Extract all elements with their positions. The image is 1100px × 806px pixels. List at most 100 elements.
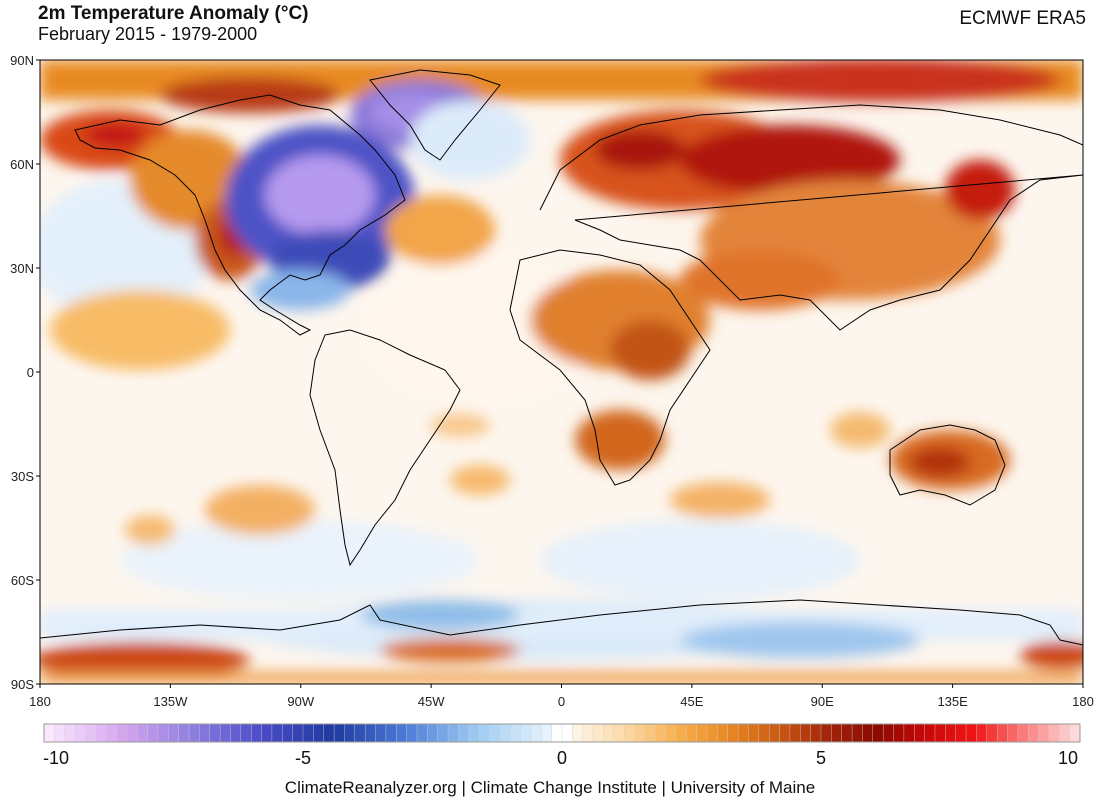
colorbar-swatch: [686, 723, 698, 743]
latitude-labels: 90N 60N 30N 0 30S 60S 90S: [10, 53, 34, 692]
colorbar-swatch: [199, 723, 211, 743]
colorbar-swatch: [810, 723, 822, 743]
colorbar-swatch: [882, 723, 895, 743]
colorbar-swatch: [696, 723, 708, 743]
colorbar-swatch: [447, 723, 459, 743]
colorbar-swatch: [313, 723, 325, 743]
colorbar-swatch: [945, 723, 957, 743]
colorbar-swatch: [250, 723, 263, 743]
colorbar-swatch: [572, 723, 584, 743]
colorbar-swatch: [769, 723, 781, 743]
colorbar-swatch: [116, 723, 128, 743]
colorbar-swatch: [323, 723, 335, 743]
colorbar-swatch: [779, 723, 791, 743]
colorbar-swatch: [986, 723, 998, 743]
colorbar-swatch: [520, 723, 532, 743]
lat-label: 60S: [11, 573, 34, 588]
lon-label: 90W: [287, 694, 314, 709]
lon-label: 0: [558, 694, 565, 709]
colorbar-swatch: [893, 723, 905, 743]
lon-label: 180: [29, 694, 51, 709]
colorbar-swatch: [354, 723, 366, 743]
colorbar-swatch: [800, 723, 812, 743]
colorbar-swatch: [634, 723, 646, 743]
colorbar-swatch: [147, 723, 159, 743]
colorbar-swatch: [1017, 723, 1029, 743]
credits-footer: ClimateReanalyzer.org | Climate Change I…: [284, 778, 816, 797]
colorbar-swatch: [675, 723, 687, 743]
colorbar-swatch: [137, 723, 149, 743]
lon-label: 45E: [680, 694, 703, 709]
colorbar-swatch: [292, 723, 304, 743]
colorbar-swatch: [592, 723, 604, 743]
colorbar-swatch: [271, 723, 283, 743]
colorbar-label: -5: [294, 748, 312, 768]
colorbar-swatch: [406, 723, 418, 743]
colorbar-label: 10: [1057, 748, 1079, 768]
colorbar-swatch: [872, 723, 884, 743]
colorbar-swatch: [561, 723, 573, 743]
colorbar-swatch: [831, 723, 843, 743]
colorbar-swatch: [996, 723, 1008, 743]
colorbar-swatch: [261, 723, 273, 743]
colorbar-swatch: [789, 723, 801, 743]
colorbar-swatch: [385, 723, 397, 743]
colorbar-swatch: [209, 723, 221, 743]
lon-label: 45W: [418, 694, 445, 709]
lat-label: 90N: [10, 53, 34, 68]
colorbar-swatch: [551, 723, 563, 743]
lat-label: 90S: [11, 677, 34, 692]
colorbar-label: 5: [815, 748, 827, 768]
colorbar-swatch: [820, 723, 832, 743]
coastlines: [40, 69, 1083, 646]
colorbar-swatch: [914, 723, 926, 743]
map-subtitle: February 2015 - 1979-2000: [38, 24, 258, 44]
colorbar-swatch: [43, 723, 55, 743]
colorbar-swatch: [95, 723, 107, 743]
colorbar-swatch: [64, 723, 76, 743]
colorbar-swatch: [727, 723, 739, 743]
colorbar-swatch: [903, 723, 915, 743]
colorbar-swatch: [126, 723, 138, 743]
anomaly-field: [40, 60, 1083, 684]
colorbar-swatch: [841, 723, 853, 743]
colorbar-swatch: [706, 723, 718, 743]
colorbar-swatch: [924, 723, 936, 743]
colorbar-label: 0: [556, 748, 568, 768]
colorbar-swatch: [230, 723, 242, 743]
colorbar-swatch: [333, 723, 345, 743]
colorbar-swatch: [1069, 723, 1081, 743]
colorbar-swatch: [955, 723, 967, 743]
colorbar-swatch: [665, 723, 677, 743]
colorbar-swatch: [240, 723, 252, 743]
colorbar-swatch: [510, 723, 522, 743]
colorbar-swatch: [157, 723, 169, 743]
colorbar-swatch: [717, 723, 729, 743]
colorbar-swatch: [499, 723, 511, 743]
lat-label: 60N: [10, 157, 34, 172]
colorbar-frame: [43, 723, 1081, 743]
colorbar-swatch: [302, 723, 314, 743]
colorbar-swatch: [282, 723, 294, 743]
latitude-ticks: [36, 59, 40, 685]
colorbar-swatch: [655, 723, 667, 743]
lon-label: 135E: [937, 694, 968, 709]
colorbar-swatch: [74, 723, 86, 743]
colorbar-swatch: [862, 723, 874, 743]
colorbar-swatch: [965, 723, 977, 743]
lat-label: 0: [27, 365, 34, 380]
colorbar-swatch: [1007, 723, 1019, 743]
colorbar-swatch: [364, 723, 377, 743]
colorbar-swatch: [105, 723, 118, 743]
colorbar-swatch: [168, 723, 180, 743]
colorbar-swatch: [582, 723, 594, 743]
colorbar-swatch: [458, 723, 470, 743]
colorbar-swatch: [85, 723, 97, 743]
colorbar-swatch: [188, 723, 200, 743]
lat-label: 30N: [10, 261, 34, 276]
colorbar-swatch: [737, 723, 749, 743]
colorbar-swatch: [758, 723, 770, 743]
colorbar: [43, 723, 1081, 743]
colorbar-swatch: [427, 723, 439, 743]
colorbar-swatch: [623, 723, 636, 743]
